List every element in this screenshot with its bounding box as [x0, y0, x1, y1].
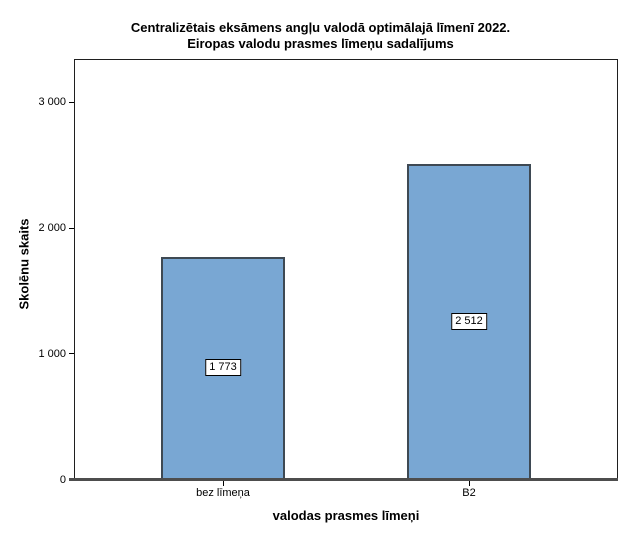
chart-title-line-1: Centralizētais eksāmens angļu valodā opt…	[130, 20, 511, 35]
bar-value-label: 1 773	[205, 359, 241, 377]
y-axis-tick-label: 2 000	[38, 222, 66, 235]
y-axis-tick-label: 0	[59, 473, 66, 486]
y-axis-tick	[69, 353, 74, 354]
x-axis-title: valodas prasmes līmeņi	[272, 508, 420, 523]
x-axis-tick	[469, 481, 470, 486]
y-axis-tick-label: 1 000	[38, 347, 66, 360]
chart-title-line-2: Eiropas valodu prasmes līmeņu sadalījums	[187, 36, 454, 51]
x-axis-baseline	[69, 478, 618, 481]
y-axis-tick-label: 3 000	[38, 96, 66, 109]
bar-value-label: 2 512	[451, 312, 487, 330]
chart-title: Centralizētais eksāmens angļu valodā opt…	[8, 20, 625, 52]
x-category-label: bez līmeņa	[196, 487, 250, 499]
x-axis-tick	[223, 481, 224, 486]
x-category-label: B2	[462, 487, 476, 499]
plot-area	[74, 59, 618, 480]
y-axis-tick	[69, 228, 74, 229]
y-axis-tick	[69, 102, 74, 103]
